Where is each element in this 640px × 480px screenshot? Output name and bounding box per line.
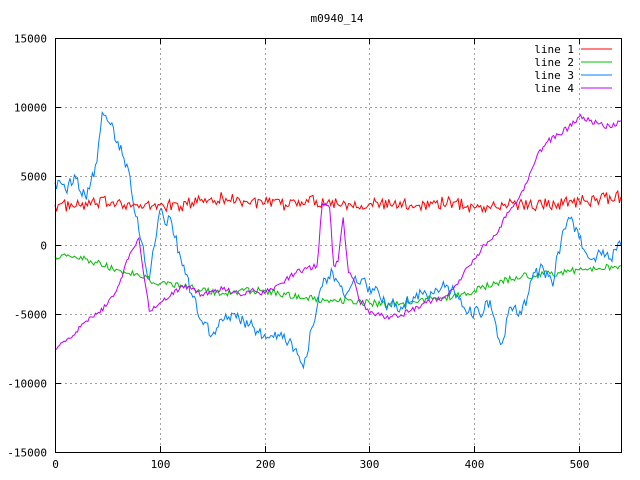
plot-series xyxy=(54,111,622,370)
chart-title: m0940_14 xyxy=(311,12,364,25)
y-tick-label: -5000 xyxy=(14,309,47,322)
x-tick-label: 300 xyxy=(360,458,380,471)
y-tick-label: 5000 xyxy=(21,171,48,184)
legend-label: line 2 xyxy=(534,56,574,69)
grid-lines xyxy=(55,38,621,452)
legend-label: line 1 xyxy=(534,43,574,56)
x-tick-label: 400 xyxy=(465,458,485,471)
legend-label: line 3 xyxy=(534,69,574,82)
y-tick-label: 0 xyxy=(40,240,47,253)
y-tick-label: 10000 xyxy=(14,102,47,115)
series-line-1 xyxy=(54,189,622,214)
x-tick-label: 500 xyxy=(570,458,590,471)
x-tick-label: 200 xyxy=(256,458,276,471)
y-tick-label: 15000 xyxy=(14,33,47,46)
x-tick-label: 0 xyxy=(52,458,59,471)
axis-ticks: 0 100 200 300 400 500 -15000 -10000 -5000 0 5000 10… xyxy=(7,33,621,471)
y-tick-label: -15000 xyxy=(7,447,47,460)
x-tick-label: 100 xyxy=(151,458,171,471)
series-line-3 xyxy=(54,111,622,370)
y-tick-label: -10000 xyxy=(7,378,47,391)
legend-label: line 4 xyxy=(534,82,574,95)
series-line-4 xyxy=(54,113,622,350)
